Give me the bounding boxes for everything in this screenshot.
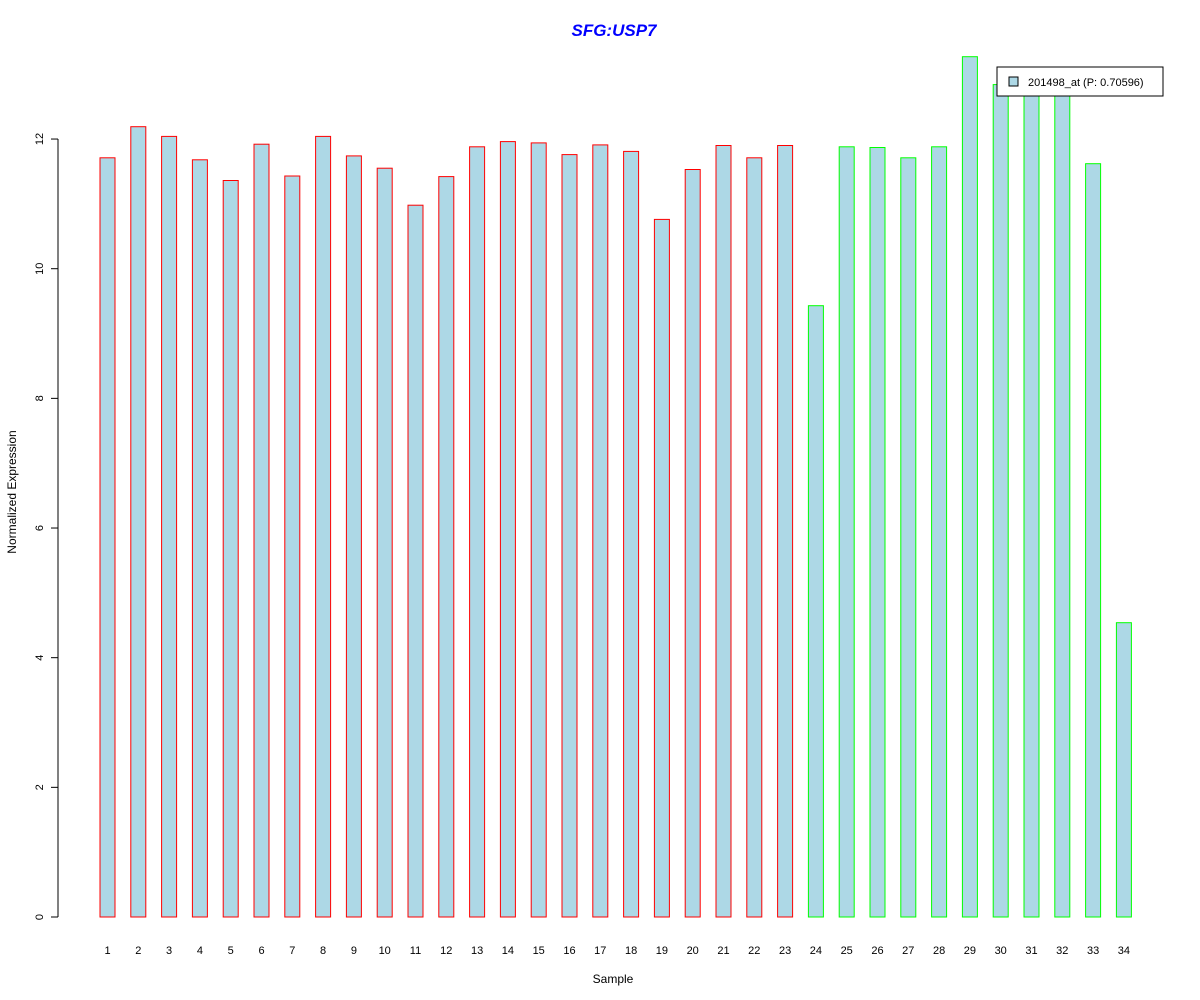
x-tick-label: 25 [841, 945, 853, 957]
x-tick-label: 2 [135, 945, 141, 957]
chart-title: SFG:USP7 [571, 21, 658, 40]
x-tick-label: 34 [1118, 945, 1130, 957]
x-tick-label: 8 [320, 945, 326, 957]
x-tick-label: 31 [1025, 945, 1037, 957]
bar-sample-5 [222, 180, 239, 918]
bar-sample-6 [253, 143, 270, 918]
bar-sample-20 [684, 169, 701, 918]
bar-sample-4 [191, 159, 208, 918]
x-axis-label: Sample [593, 972, 634, 986]
y-tick-label: 6 [34, 525, 46, 531]
x-tick-label: 29 [964, 945, 976, 957]
y-tick-label: 10 [34, 263, 46, 275]
bar-sample-25 [838, 146, 855, 918]
bar-sample-2 [130, 126, 147, 918]
bar-sample-32 [1054, 84, 1071, 918]
x-tick-label: 4 [197, 945, 203, 957]
y-tick-label: 8 [34, 395, 46, 401]
bar-sample-9 [345, 155, 362, 918]
x-tick-label: 20 [687, 945, 699, 957]
bar-sample-23 [777, 145, 794, 918]
bar-sample-14 [499, 141, 516, 918]
x-tick-label: 30 [995, 945, 1007, 957]
x-tick-label: 23 [779, 945, 791, 957]
legend-box [996, 66, 1164, 97]
bar-sample-28 [931, 146, 948, 918]
x-tick-label: 33 [1087, 945, 1099, 957]
x-tick-label: 13 [471, 945, 483, 957]
y-axis: 0 2 4 6 8 10 12 [34, 133, 59, 920]
x-tick-label: 19 [656, 945, 668, 957]
bar-sample-26 [869, 147, 886, 918]
x-tick-label: 11 [410, 945, 421, 957]
x-tick-label: 3 [166, 945, 172, 957]
bar-sample-22 [746, 157, 763, 918]
bar-sample-15 [530, 142, 547, 918]
bar-sample-16 [561, 154, 578, 918]
bar-sample-11 [407, 204, 424, 918]
x-tick-label: 6 [258, 945, 264, 957]
x-tick-label: 26 [871, 945, 883, 957]
x-tick-label: 22 [748, 945, 760, 957]
x-tick-label: 17 [594, 945, 606, 957]
y-tick-label: 0 [34, 914, 46, 920]
x-tick-label: 1 [104, 945, 110, 957]
x-tick-label: 7 [289, 945, 295, 957]
y-tick-label: 2 [34, 784, 46, 790]
bar-sample-33 [1085, 163, 1102, 918]
x-tick-label: 9 [351, 945, 357, 957]
bar-sample-8 [315, 135, 332, 918]
x-tick-label: 28 [933, 945, 945, 957]
x-tick-label: 21 [717, 945, 729, 957]
x-tick-label: 5 [228, 945, 234, 957]
bar-sample-21 [715, 145, 732, 918]
x-tick-label: 16 [563, 945, 575, 957]
x-tick-label: 32 [1056, 945, 1068, 957]
bar-sample-3 [161, 135, 178, 918]
y-tick-label: 4 [34, 655, 46, 661]
bar-sample-30 [992, 84, 1009, 918]
bar-sample-12 [438, 176, 455, 918]
bar-sample-29 [961, 56, 978, 918]
bar-sample-18 [623, 150, 640, 918]
bar-sample-27 [900, 157, 917, 918]
y-tick-label: 12 [34, 133, 46, 145]
y-axis-label: Normalized Expression [5, 430, 19, 553]
x-tick-label: 18 [625, 945, 637, 957]
x-tick-label: 15 [533, 945, 545, 957]
bar-sample-19 [653, 218, 670, 918]
legend: 201498_at (P: 0.70596) [996, 66, 1164, 97]
x-tick-label: 14 [502, 945, 514, 957]
bar-sample-10 [376, 167, 393, 918]
bar-sample-7 [284, 175, 301, 918]
x-tick-label: 27 [902, 945, 914, 957]
bar-sample-17 [592, 144, 609, 918]
x-tick-label: 12 [440, 945, 452, 957]
bar-sample-13 [469, 146, 486, 918]
bar-sample-24 [807, 305, 824, 918]
legend-swatch [1008, 76, 1019, 87]
x-tick-labels: 1 2 3 4 5 6 7 8 9 10 11 12 13 14 15 16 17 18 19 20 21 22 23 24 2… [104, 945, 1130, 957]
bars [99, 56, 1132, 918]
bar-sample-34 [1115, 622, 1132, 918]
bar-sample-31 [1023, 84, 1040, 918]
bar-sample-1 [99, 157, 116, 918]
x-tick-label: 24 [810, 945, 822, 957]
x-tick-label: 10 [379, 945, 391, 957]
legend-label: 201498_at (P: 0.70596) [1028, 77, 1144, 89]
